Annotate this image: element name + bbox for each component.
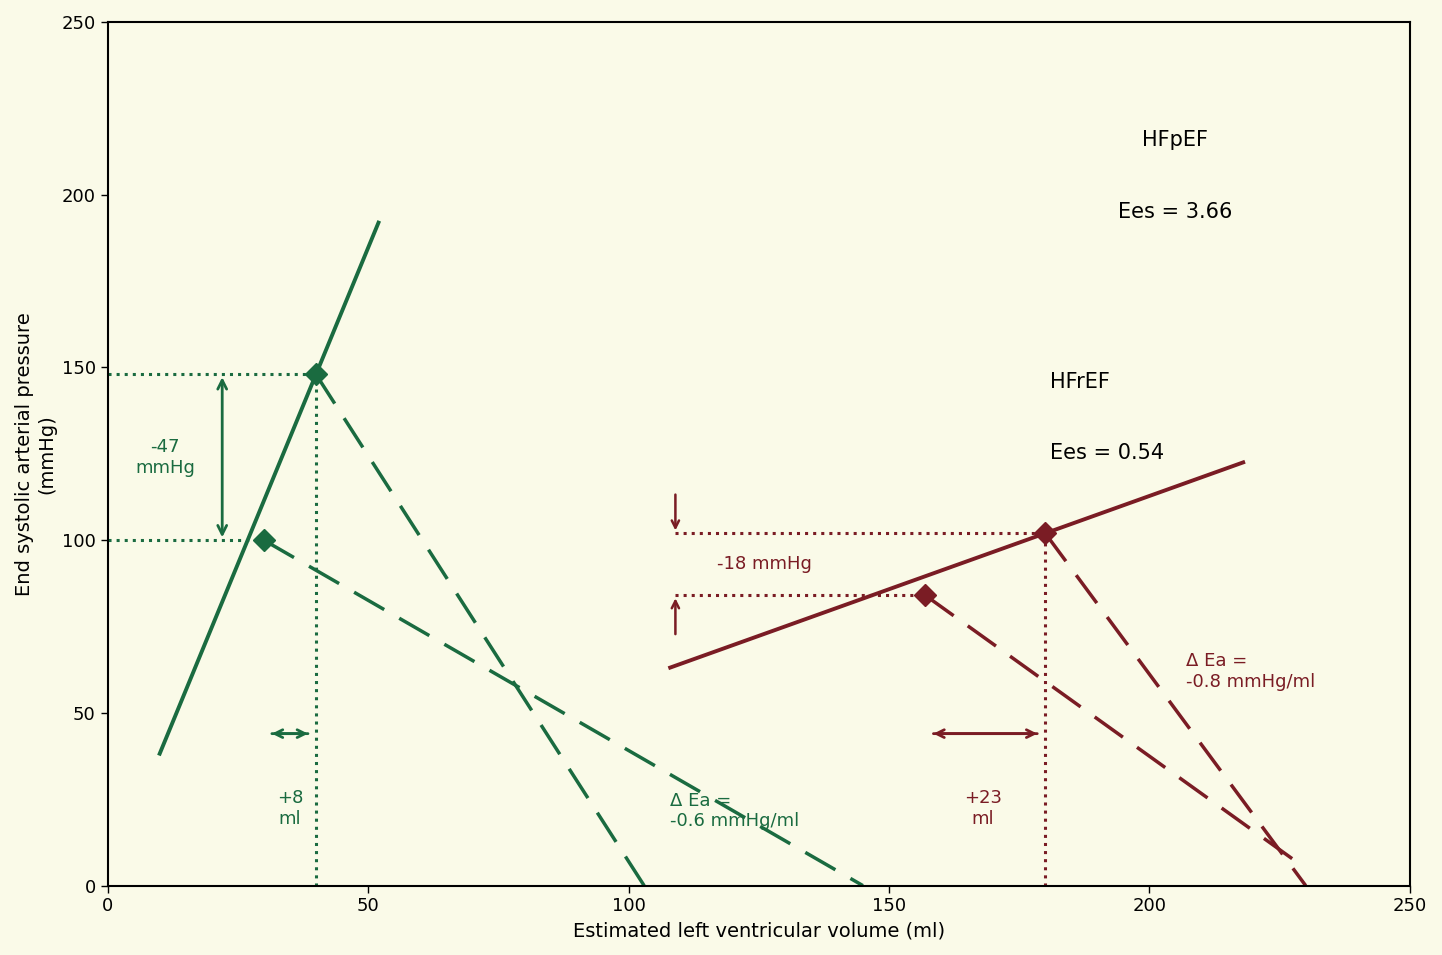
Text: -18 mmHg: -18 mmHg bbox=[717, 556, 812, 573]
X-axis label: Estimated left ventricular volume (ml): Estimated left ventricular volume (ml) bbox=[572, 921, 945, 940]
Y-axis label: End systolic arterial pressure
(mmHg): End systolic arterial pressure (mmHg) bbox=[14, 312, 56, 596]
Text: +23
ml: +23 ml bbox=[963, 789, 1002, 828]
Text: +8
ml: +8 ml bbox=[277, 789, 303, 828]
Text: Ees = 0.54: Ees = 0.54 bbox=[1050, 443, 1165, 463]
Text: HFrEF: HFrEF bbox=[1050, 371, 1110, 392]
Text: Δ Ea =
-0.6 mmHg/ml: Δ Ea = -0.6 mmHg/ml bbox=[671, 792, 799, 830]
Text: Ees = 3.66: Ees = 3.66 bbox=[1119, 202, 1233, 222]
Text: HFpEF: HFpEF bbox=[1142, 130, 1208, 150]
Text: -47
mmHg: -47 mmHg bbox=[136, 438, 195, 477]
Text: Δ Ea =
-0.8 mmHg/ml: Δ Ea = -0.8 mmHg/ml bbox=[1185, 652, 1315, 690]
